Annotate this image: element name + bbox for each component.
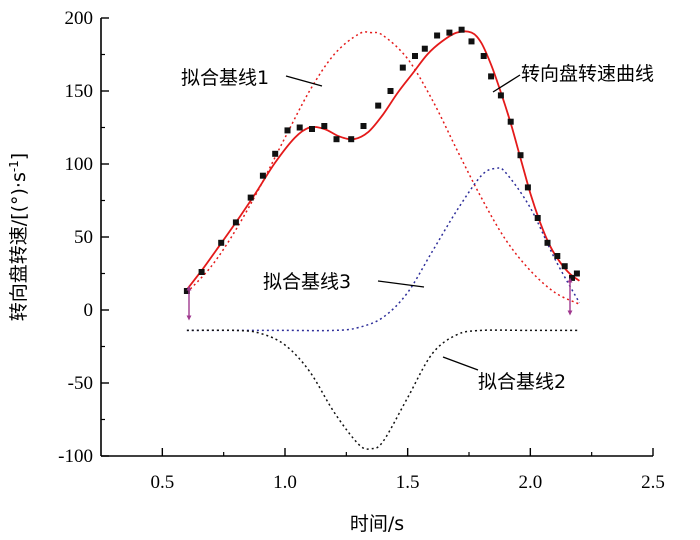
data-point: [218, 239, 225, 246]
data-point: [544, 239, 551, 246]
series-line-拟合基线2: [186, 329, 580, 450]
data-point: [321, 123, 328, 129]
y-axis-title-close: ]: [8, 153, 30, 160]
y-axis-title-sup: -1: [7, 160, 21, 172]
data-point: [259, 172, 266, 179]
series-line-拟合基线1: [186, 31, 580, 305]
annotation-leader-baseline1: [285, 75, 323, 87]
series-layer: [186, 30, 581, 450]
data-point: [333, 136, 340, 143]
data-point: [296, 124, 303, 131]
y-tick-label: -100: [58, 446, 93, 467]
data-point: [524, 184, 531, 191]
data-point: [232, 219, 239, 226]
x-tick-label: 0.5: [150, 472, 174, 493]
data-point: [272, 150, 279, 157]
data-point: [573, 270, 580, 277]
x-tick-label: 1.0: [273, 472, 297, 493]
x-tick-label: 2.0: [518, 472, 542, 493]
data-point: [534, 215, 541, 221]
data-point: [399, 64, 406, 71]
annotation-layer: 拟合基线1 转向盘转速曲线 拟合基线3 拟合基线2: [181, 63, 654, 393]
annotation-baseline3: 拟合基线3: [263, 271, 351, 293]
data-point: [458, 26, 465, 33]
x-tick-label: 2.5: [641, 472, 665, 493]
data-point: [446, 29, 453, 36]
y-axis-title-main: 转向盘转速/[(°)·s: [8, 172, 30, 321]
data-point: [517, 152, 524, 159]
x-axis-title: 时间/s: [350, 513, 404, 535]
data-point: [284, 127, 291, 134]
series-line-拟合基线3: [186, 167, 581, 332]
data-point: [375, 102, 382, 109]
data-point: [360, 123, 367, 129]
y-ticks: -100 -50 0 50 100 150 200: [58, 8, 109, 467]
annotation-leader-baseline2: [442, 356, 479, 371]
data-point: [468, 38, 475, 45]
annotation-baseline1: 拟合基线1: [181, 67, 269, 89]
annotation-leader-speed-curve: [492, 74, 521, 93]
data-point: [488, 73, 495, 80]
data-point: [348, 136, 355, 143]
annotation-leader-baseline3: [377, 280, 425, 288]
y-tick-label: 100: [65, 154, 94, 175]
y-axis-title: 转向盘转速/[(°)·s-1]: [7, 153, 30, 321]
data-point: [412, 53, 418, 59]
y-tick-label: 200: [65, 8, 94, 29]
data-point: [421, 45, 428, 52]
data-point: [497, 92, 504, 99]
data-point: [480, 53, 487, 59]
data-point: [309, 126, 315, 132]
annotation-speed-curve: 转向盘转速曲线: [521, 63, 654, 85]
data-point: [561, 263, 568, 270]
y-tick-label: -50: [68, 373, 93, 394]
data-point: [554, 253, 561, 259]
data-point: [387, 88, 394, 94]
data-point: [198, 269, 205, 275]
marker-layer: [183, 26, 580, 294]
y-tick-label: 50: [74, 227, 93, 248]
x-ticks: 0.5 1.0 1.5 2.0 2.5: [150, 448, 665, 493]
y-tick-label: 150: [65, 81, 94, 102]
data-point: [247, 194, 254, 201]
annotation-baseline2: 拟合基线2: [478, 371, 566, 393]
data-point: [507, 118, 514, 125]
fit-curve-line: [186, 30, 580, 291]
x-tick-label: 1.5: [396, 472, 420, 493]
y-tick-label: 0: [84, 300, 94, 321]
data-point: [434, 32, 441, 39]
